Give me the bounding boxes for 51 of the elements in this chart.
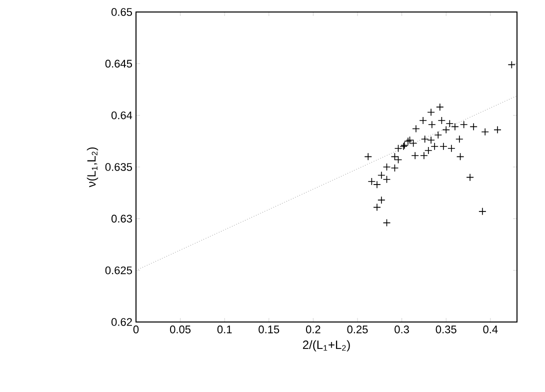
point (427, 108, 435, 116)
x-tick-label: 0.3 (394, 326, 409, 334)
point (470, 122, 478, 131)
point (460, 120, 468, 129)
point (481, 128, 489, 136)
point (382, 218, 391, 227)
point (456, 152, 464, 161)
y-tick-label: 0.645 (105, 60, 132, 68)
point (390, 152, 399, 161)
point (419, 116, 427, 124)
point (478, 208, 486, 216)
point (438, 116, 446, 124)
point (448, 144, 456, 152)
point (456, 135, 464, 144)
x-tick-label: 0.1 (217, 326, 232, 334)
y-tick-label: 0.62 (111, 318, 132, 326)
x-tick-label: 0.2 (306, 326, 320, 334)
x-tick-label: 0.25 (347, 326, 368, 334)
point (373, 203, 381, 212)
y-axis-title: ν(L$_{1}$,L$_{2}$) (86, 147, 98, 188)
y-tick-label: 0.63 (111, 214, 132, 223)
x-tick-label: 0.35 (436, 326, 456, 334)
point (364, 152, 372, 161)
point (394, 156, 402, 164)
point (494, 126, 502, 134)
point (508, 60, 516, 69)
y-tick-label: 0.635 (105, 163, 132, 171)
point (440, 142, 448, 150)
x-axis-title: 2/(L$_{1}$+L$_{2}$) (302, 340, 350, 352)
point (390, 164, 399, 172)
point (424, 146, 432, 154)
x-tick-label: 0.15 (258, 326, 280, 334)
point (412, 124, 420, 133)
point (434, 131, 442, 139)
point (442, 126, 450, 134)
point (378, 196, 386, 204)
y-tick-label: 0.64 (111, 111, 132, 120)
point (428, 120, 436, 129)
x-tick-label: 0 (133, 326, 139, 334)
point (420, 152, 428, 160)
point (436, 103, 444, 111)
point (394, 144, 402, 152)
point (382, 163, 391, 171)
x-tick-label: 0.4 (483, 326, 498, 334)
y-tick-label: 0.65 (111, 8, 132, 16)
y-tick-label: 0.625 (105, 266, 132, 274)
point (406, 136, 414, 144)
x-tick-label: 0.05 (170, 326, 191, 334)
point (420, 135, 429, 144)
point (466, 173, 474, 182)
point (411, 152, 420, 160)
